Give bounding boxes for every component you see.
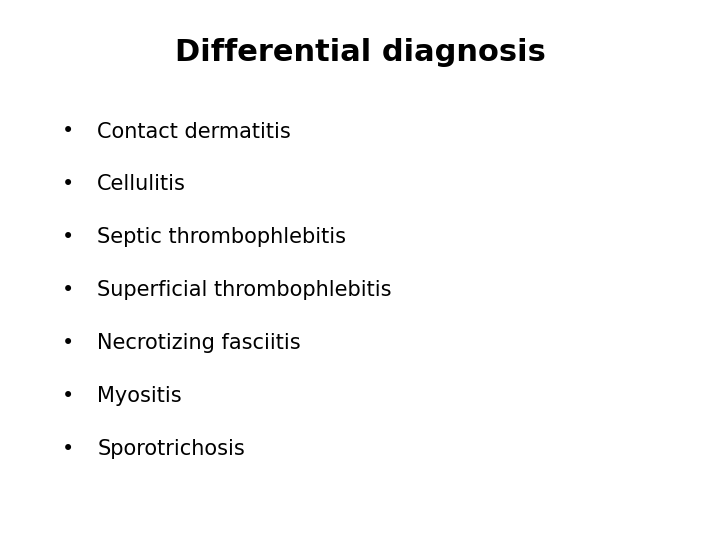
Text: •: • [62,122,75,141]
Text: Superficial thrombophlebitis: Superficial thrombophlebitis [97,280,392,300]
Text: Contact dermatitis: Contact dermatitis [97,122,291,141]
Text: •: • [62,439,75,459]
Text: Necrotizing fasciitis: Necrotizing fasciitis [97,333,301,353]
Text: •: • [62,333,75,353]
Text: •: • [62,386,75,406]
Text: Myositis: Myositis [97,386,182,406]
Text: Septic thrombophlebitis: Septic thrombophlebitis [97,227,346,247]
Text: •: • [62,174,75,194]
Text: Sporotrichosis: Sporotrichosis [97,439,245,459]
Text: •: • [62,280,75,300]
Text: Cellulitis: Cellulitis [97,174,186,194]
Text: Differential diagnosis: Differential diagnosis [174,38,546,67]
Text: •: • [62,227,75,247]
